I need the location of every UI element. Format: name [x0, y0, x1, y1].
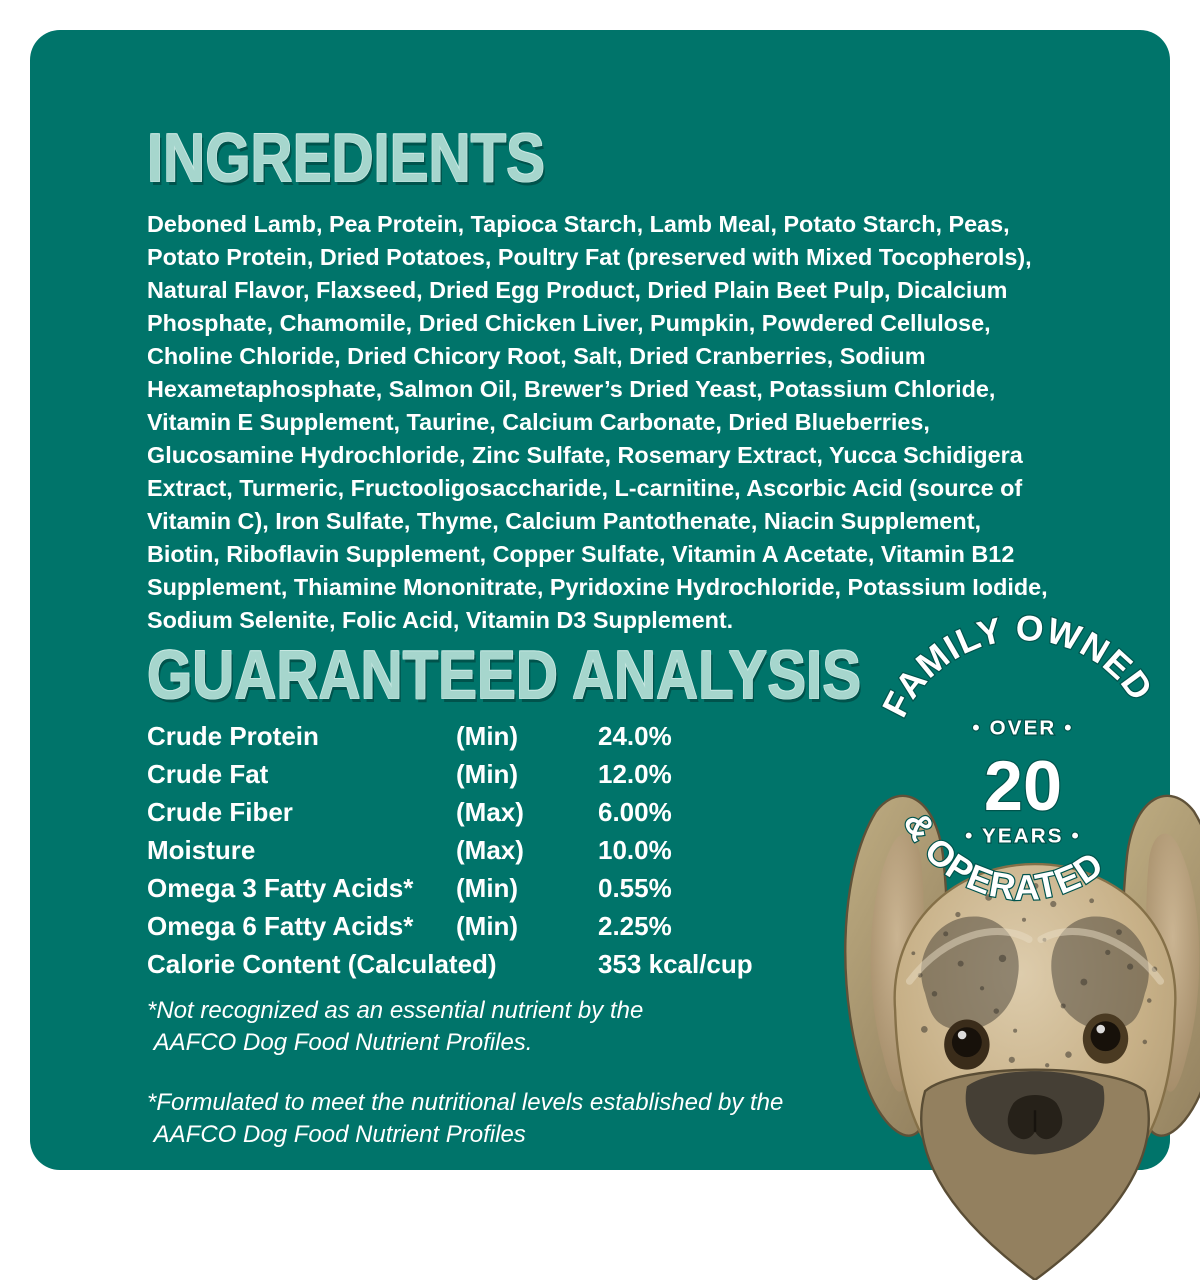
svg-text:• OVER •: • OVER •: [972, 716, 1073, 739]
svg-text:FAMILY OWNED: FAMILY OWNED: [875, 610, 1161, 723]
svg-text:20: 20: [984, 746, 1062, 825]
svg-text:• YEARS •: • YEARS •: [965, 824, 1081, 847]
